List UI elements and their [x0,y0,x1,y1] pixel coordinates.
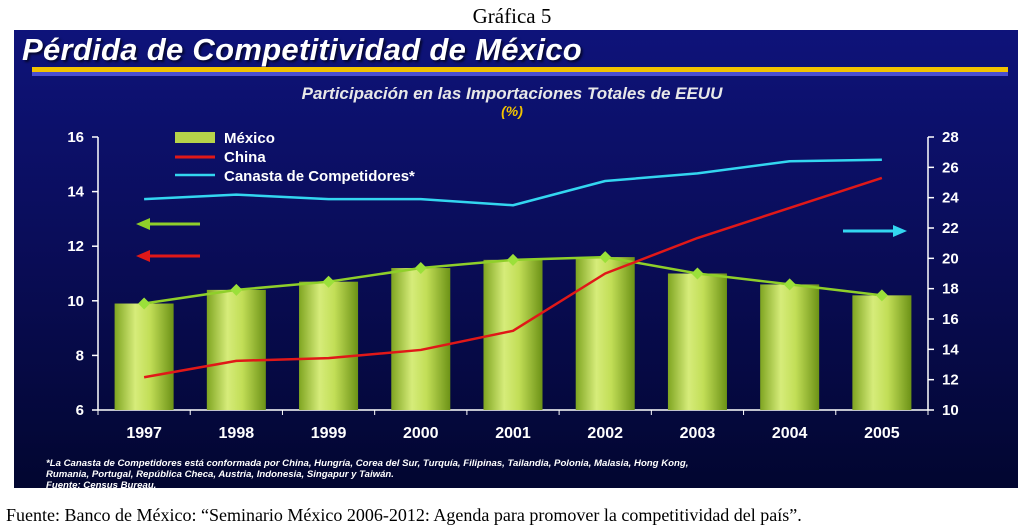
left-axis-tick-label: 14 [67,184,84,201]
figure-caption: Gráfica 5 [472,4,552,28]
right-axis-tick-label: 28 [942,129,959,146]
china-line [143,176,883,379]
x-axis-label: 2000 [403,425,439,442]
mexico-bar [575,257,635,410]
chart-footnote: *La Canasta de Competidores está conform… [46,458,1006,491]
x-axis-label: 2004 [772,425,808,442]
mexico-bar [114,303,174,410]
footnote-line-3: Fuente: Census Bureau. [46,480,157,491]
x-axis-label: 2002 [587,425,623,442]
mexico-point [599,251,612,264]
mexico-bar [852,295,912,410]
canasta-line [144,158,882,207]
mexico-point [230,283,243,296]
footnote-line-2: Rumania, Portugal, República Checa, Aust… [46,469,394,480]
mexico-point [138,297,151,310]
chart-unit: (%) [501,103,523,119]
title-underline-yellow [32,67,1008,72]
footnote-line-1: *La Canasta de Competidores está conform… [46,458,689,469]
legend-label-canasta: Canasta de Competidores* [224,168,415,185]
mexico-bar [391,268,451,410]
left-axis-tick-label: 8 [76,347,84,364]
mexico-point [691,267,704,280]
right-axis-tick-label: 24 [942,190,959,207]
legend-swatch-mexico [175,132,215,143]
mexico-point [322,275,335,288]
left-axis-tick-label: 6 [76,402,84,419]
mexico-point [507,253,519,266]
x-axis-label: 2003 [680,425,716,442]
mexico-bar [667,273,727,410]
right-axis-tick-label: 12 [942,372,959,389]
source-citation: Fuente: Banco de México: “Seminario Méxi… [6,505,802,525]
legend-label-china: China [224,149,266,166]
chart-subtitle: Participación en las Importaciones Total… [301,84,723,103]
mexico-bar [760,284,820,410]
x-axis-label: 2005 [864,425,900,442]
series-lines [138,158,888,379]
right-axis-tick-label: 10 [942,402,959,419]
legend: México China Canasta de Competidores* [175,130,415,185]
title-underline-blue [32,72,1008,76]
right-axis-tick-label: 14 [942,341,959,358]
right-axis-tick-label: 26 [942,159,959,176]
left-axis-tick-label: 10 [67,293,84,310]
chart-title: Pérdida de Competitividad de México [22,32,583,67]
x-axis-label: 1998 [219,425,255,442]
left-axis-tick-label: 12 [67,238,84,255]
x-axis-label: 1999 [311,425,347,442]
axis-arrows [136,218,907,262]
mexico-point [414,262,427,275]
right-axis-tick-label: 20 [942,250,959,267]
mexico-bar [206,289,266,410]
left-axis-tick-label: 16 [67,129,84,146]
right-axis-tick-label: 18 [942,281,959,298]
mexico-axis-arrow [136,218,200,230]
x-axis-labels: 1997 1998 1999 2000 2001 2002 2003 2004 2005 [126,425,899,442]
mexico-bars [114,257,912,410]
x-axis-label: 2001 [495,425,531,442]
china-axis-arrow [136,250,200,262]
axes: 6 8 10 12 14 16 10 12 14 16 18 20 22 24 26 28 [67,129,959,419]
mexico-point [783,278,796,291]
right-axis-tick-label: 16 [942,311,959,328]
canasta-axis-arrow [843,225,907,237]
right-axis-tick-label: 22 [942,220,959,237]
legend-label-mexico: México [224,130,275,147]
x-axis-label: 1997 [126,425,162,442]
mexico-point [875,289,888,302]
mexico-bar [299,281,359,410]
